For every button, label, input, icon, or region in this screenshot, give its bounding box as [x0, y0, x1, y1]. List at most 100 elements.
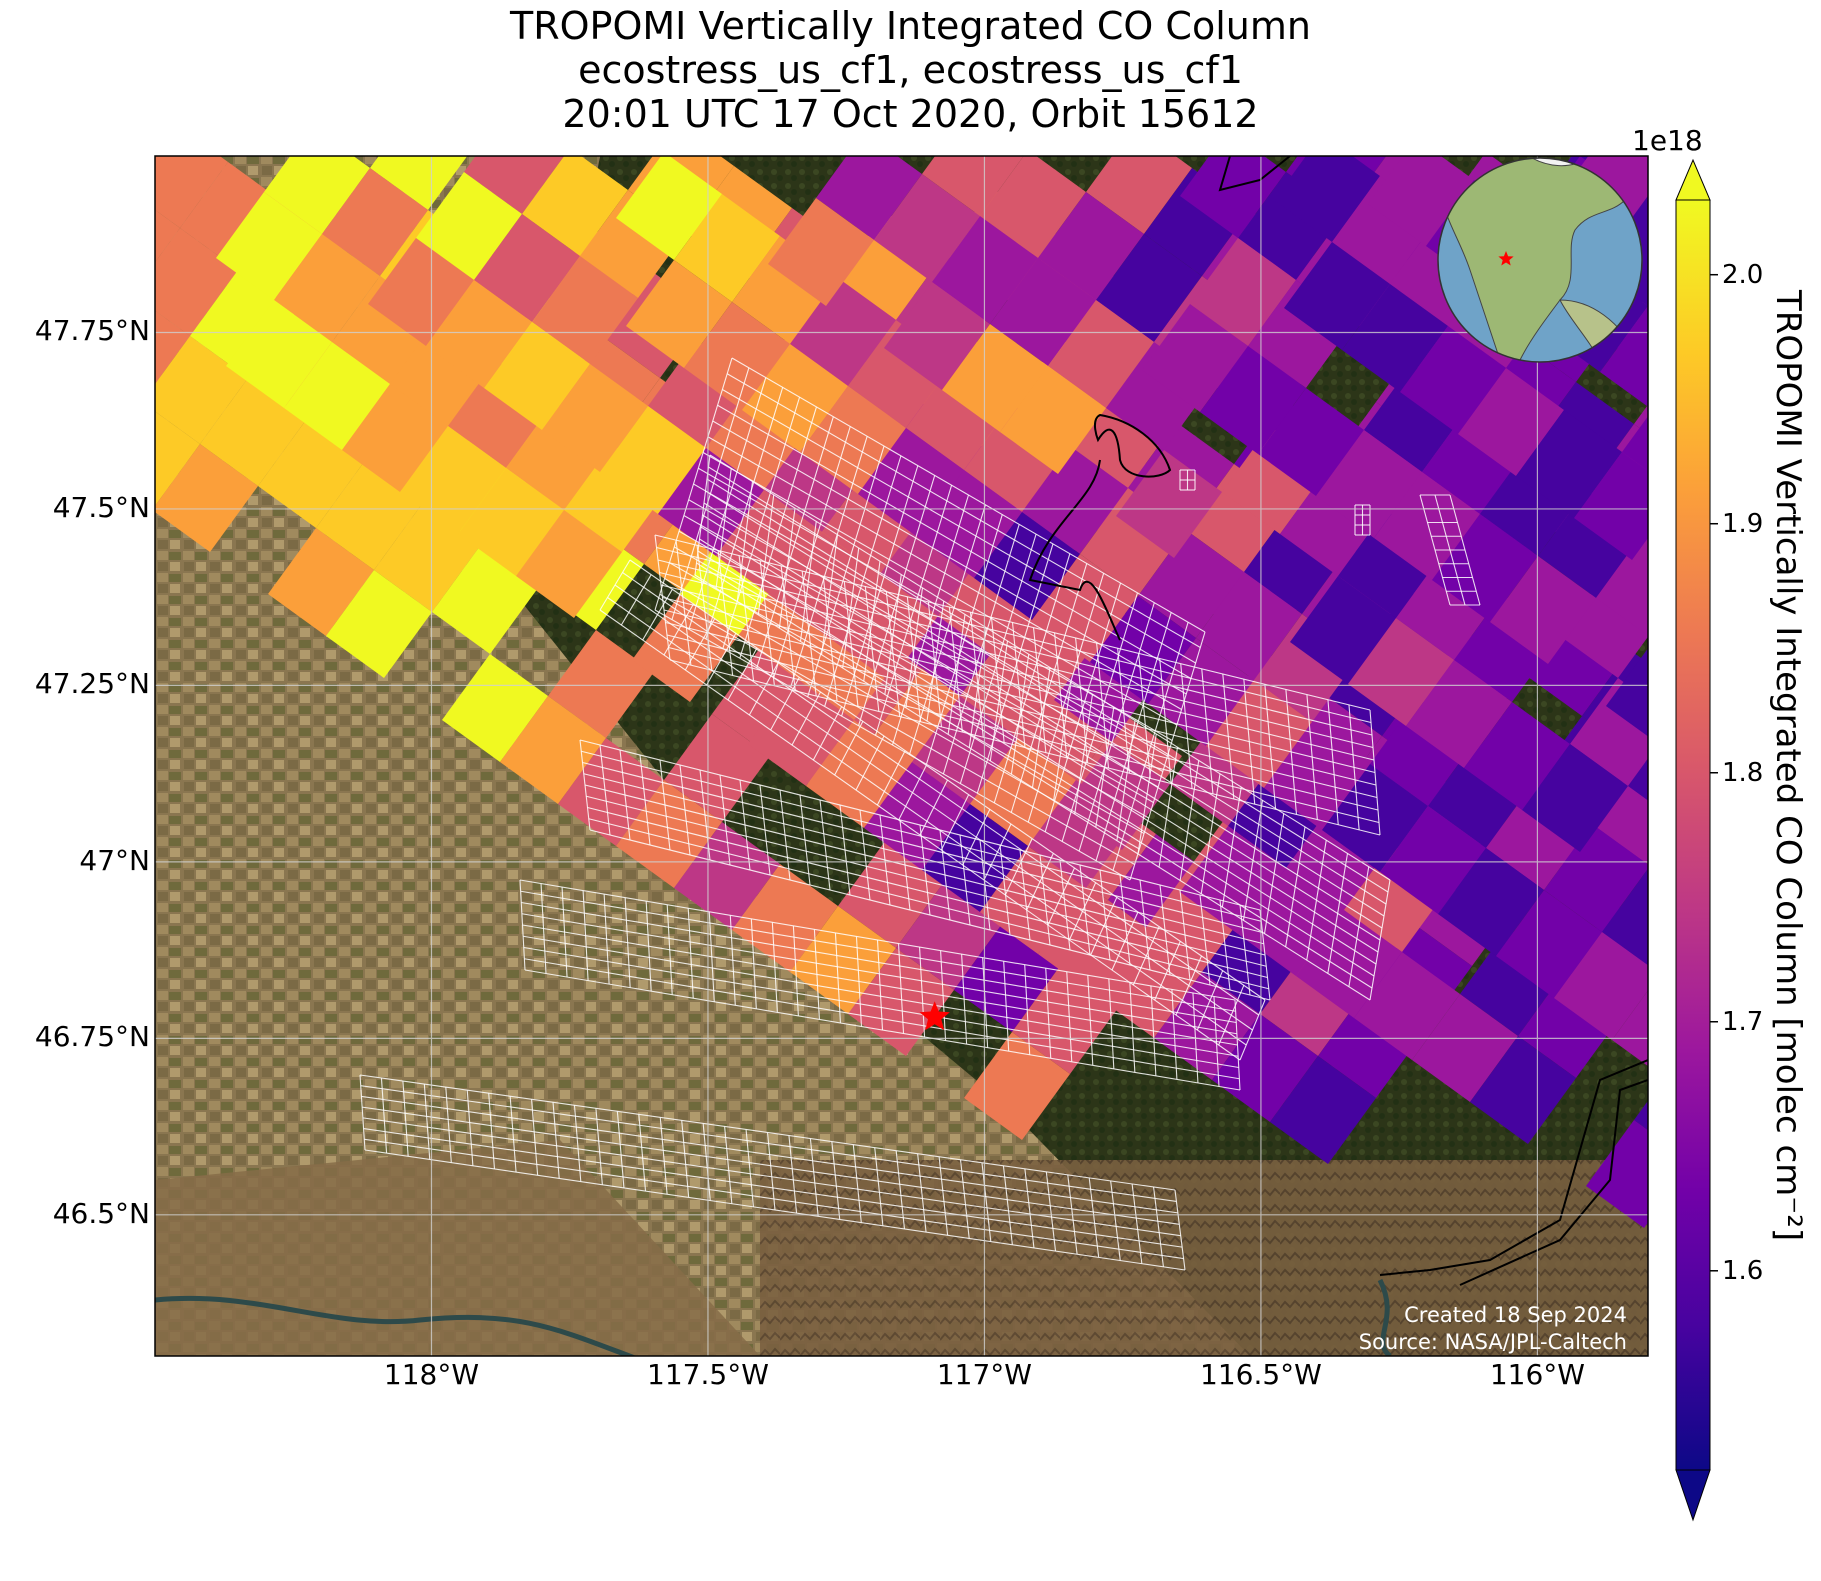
ecostress-grid-line: [1110, 1180, 1121, 1261]
tropomi-pixel: [874, 174, 980, 282]
tropomi-pixel: [1586, 1120, 1648, 1228]
latitude-tick-label: 47.75°N: [34, 314, 150, 348]
tropomi-pixel: [484, 322, 590, 430]
title-line-2: ecostress_us_cf1, ecostress_us_cf1: [578, 48, 1243, 92]
target-site-star-icon: [919, 1001, 950, 1031]
ecostress-grid-line: [895, 1150, 906, 1230]
ecostress-grid-line: [519, 879, 1236, 1001]
tropomi-pixel: [264, 156, 370, 234]
ecostress-grid-line: [614, 584, 1253, 1031]
tropomi-pixel: [748, 678, 854, 786]
ecostress-grid-line: [629, 559, 1266, 1001]
ecostress-grid-line: [579, 739, 1261, 911]
tropomi-pixel: [658, 448, 764, 556]
ecostress-grid-line: [705, 490, 1385, 917]
tropomi-pixel: [1316, 430, 1422, 538]
tropomi-pixel: [1148, 638, 1254, 746]
ecostress-grid-line: [666, 634, 1379, 811]
tropomi-pixel: [216, 192, 322, 300]
tropomi-pixel: [1348, 618, 1454, 726]
tropomi-pixel: [1406, 660, 1512, 768]
ecostress-grid-line: [423, 1084, 431, 1160]
tropomi-pixel: [1602, 868, 1648, 966]
ecostress-grid-line: [852, 1144, 862, 1223]
tropomi-pixel: [1400, 326, 1506, 434]
tropomi-pixel: [1368, 156, 1474, 246]
tropomi-pixel: [1142, 304, 1248, 412]
ecostress-grid-line: [707, 436, 1182, 710]
tropomi-pixel: [1574, 452, 1648, 560]
ecostress-grid-line: [589, 829, 1271, 1001]
tropomi-pixel: [1600, 306, 1648, 407]
tropomi-pixel: [1380, 806, 1486, 914]
tropomi-pixel: [155, 310, 190, 385]
ecostress-grid-line: [364, 1138, 1184, 1260]
tropomi-pixel: [980, 846, 1086, 954]
tropomi-pixel: [954, 924, 1060, 1032]
tropomi-pixel: [942, 324, 1048, 432]
tropomi-pixel: [816, 156, 922, 240]
ecostress-grid-line: [584, 784, 1266, 956]
longitude-tick-label: 116°W: [1489, 1358, 1585, 1391]
tropomi-pixel: [474, 214, 580, 322]
tropomi-pixel: [1200, 346, 1306, 454]
boundary-north: [1218, 156, 1291, 192]
tropomi-pixel: [1612, 990, 1648, 1067]
tropomi-pixel: [712, 648, 818, 756]
ecostress-grid-line: [1002, 1165, 1013, 1245]
ecostress-grid-line: [582, 761, 1263, 934]
ecostress-grid-line: [445, 1087, 452, 1163]
tropomi-pixel: [1634, 1100, 1648, 1131]
tropomi-pixel: [884, 282, 990, 390]
ecostress-grid-line: [703, 502, 1383, 929]
tropomi-pixel: [1048, 300, 1154, 408]
tropomi-pixel: [1432, 514, 1538, 622]
tropomi-pixel: [600, 406, 706, 514]
ecostress-grid-line: [874, 1147, 884, 1226]
tropomi-pixel: [442, 654, 548, 762]
tropomi-pixel: [1290, 576, 1396, 684]
colorbar-extend-max: [1675, 158, 1711, 201]
ecostress-grid-line: [361, 1095, 1178, 1214]
tropomi-pixel: [1464, 702, 1570, 810]
ecostress-grid-line: [587, 806, 1268, 979]
latitude-tick-label: 47.5°N: [52, 490, 150, 524]
longitude-tick-label: 116.5°W: [1200, 1358, 1322, 1391]
map-gridlines: [155, 156, 1648, 1356]
tropomi-pixel: [1190, 238, 1296, 346]
tropomi-pixel: [1206, 680, 1312, 788]
ecostress-grid-line: [1131, 1183, 1143, 1264]
ecostress-grid-line: [588, 818, 1269, 990]
tropomi-pixel: [200, 378, 306, 486]
tropomi-pixel: [922, 156, 1024, 216]
ecostress-grid-line: [663, 609, 1377, 786]
longitude-tick-label: 117.5°W: [647, 1358, 769, 1391]
colorbar-tick-label: 1.6: [1722, 1255, 1764, 1286]
ecostress-grid-line: [552, 1102, 560, 1179]
ecostress-grid-line: [364, 1149, 1186, 1271]
colorbar: [1675, 158, 1718, 1522]
ecostress-grid-line: [702, 514, 1381, 941]
ecostress-grid-line: [522, 924, 1238, 1046]
tropomi-pixel: [1270, 1056, 1376, 1164]
tropomi-pixel: [542, 364, 648, 472]
longitude-tick-label: 118°W: [383, 1358, 480, 1391]
tropomi-pixel: [374, 504, 480, 612]
plateau-region: [155, 1140, 760, 1356]
tropomi-pixel: [1490, 556, 1596, 664]
ecostress-grid-line: [657, 559, 1373, 736]
tropomi-pixel: [1496, 890, 1602, 998]
ecostress-grid-line: [722, 389, 1196, 664]
ecostress-grid-line: [694, 574, 1371, 1001]
river: [155, 1295, 637, 1356]
ecostress-grid-line: [595, 1108, 603, 1185]
tropomi-pixel: [1012, 966, 1118, 1074]
ecostress-grid-line: [659, 593, 1135, 865]
tropomi-pixel: [768, 198, 874, 306]
ecostress-grid-line: [665, 621, 1378, 799]
tropomi-pixel: [432, 546, 538, 654]
ecostress-grid-line: [745, 1129, 754, 1207]
tropomi-pixel: [1038, 888, 1144, 996]
tropomi-pixel: [1138, 530, 1244, 638]
